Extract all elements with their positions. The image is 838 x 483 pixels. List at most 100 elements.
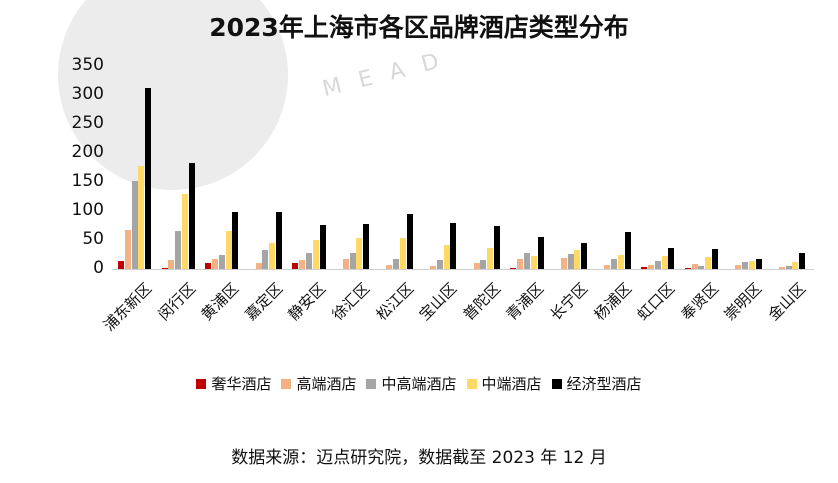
bar [742,262,748,269]
x-tick-label: 浦东新区 [99,279,156,335]
bar [269,242,276,269]
x-tick-label: 徐汇区 [328,279,374,324]
legend-label: 中端酒店 [481,375,542,393]
legend-label: 高端酒店 [296,375,357,393]
watermark-logo [58,0,288,190]
legend-item: 经济型酒店 [551,373,642,394]
bar [624,232,631,269]
bar [262,249,269,269]
bar [748,260,755,269]
x-tick-label: 金山区 [764,279,810,324]
y-tick-label: 200 [71,142,104,162]
x-tick-label: 闵行区 [154,279,199,324]
legend-label: 中高端酒店 [381,375,457,393]
bar [205,262,212,269]
bar [400,238,406,269]
x-tick-label: 奉贤区 [677,279,722,324]
bar [175,230,182,269]
x-tick-label: 松江区 [372,279,417,324]
legend-label: 奢华酒店 [211,375,272,393]
bar [232,211,239,269]
bar [131,180,138,269]
bar [450,222,457,269]
bar [792,262,799,269]
legend-swatch-icon [551,378,562,389]
bar [712,248,718,269]
bar [487,247,494,269]
legend-swatch-icon [466,378,477,389]
bar [212,259,218,269]
bar [668,247,675,269]
x-tick-label: 虹口区 [633,279,679,324]
y-tick-label: 100 [71,200,104,220]
bar [778,266,785,269]
y-tick-label: 350 [71,55,104,75]
legend-swatch-icon [366,378,377,389]
bar [312,240,319,269]
bar [218,255,225,269]
bar [145,88,152,269]
bar [618,255,624,269]
bar [684,268,691,269]
legend: 奢华酒店 高端酒店 中高端酒店 中端酒店 经济型酒店 [0,373,838,394]
y-tick-label: 300 [71,84,104,104]
bar [755,259,762,269]
bar [188,162,195,269]
bar [342,258,349,269]
bar [698,265,705,269]
legend-item: 奢华酒店 [196,373,271,394]
bar [524,253,530,269]
bar [306,253,312,269]
y-tick-label: 250 [71,113,104,133]
x-tick-label: 宝山区 [415,279,461,324]
bar [225,231,232,269]
bar [537,236,544,269]
legend-item: 中高端酒店 [366,373,457,394]
x-tick-label: 普陀区 [459,279,504,324]
x-tick-label: 静安区 [284,279,330,324]
bar [735,264,742,269]
bar [494,226,500,269]
bar [430,265,436,269]
bar [255,263,262,269]
bar [118,261,124,269]
x-axis-line [112,269,814,270]
x-tick-label: 长宁区 [546,279,592,324]
bar [386,264,393,269]
bar [530,256,537,269]
bar [161,267,168,269]
bar [604,264,611,269]
bar [138,165,145,269]
legend-item: 高端酒店 [281,373,356,394]
bar [124,229,131,269]
legend-swatch-icon [196,378,207,389]
y-tick-label: 150 [71,171,104,191]
bar [799,253,806,269]
legend-swatch-icon [281,378,292,389]
bar [567,253,574,269]
legend-item: 中端酒店 [466,373,542,394]
bar [473,263,480,269]
bar [641,266,648,269]
bar [648,264,654,269]
bar [581,242,588,269]
bar [611,259,618,269]
bar [480,260,487,269]
bar [574,249,581,269]
bar [393,258,400,269]
bar [510,268,517,269]
bar [349,252,356,269]
x-tick-label: 杨浦区 [590,279,635,324]
bar [276,211,282,269]
x-tick-label: 崇明区 [720,279,766,324]
x-tick-label: 黄浦区 [197,279,243,324]
y-tick-label: 50 [82,229,104,249]
bar [182,193,188,269]
bar [436,260,443,269]
data-source-note: 数据来源：迈点研究院，数据截至 2023 年 12 月 [231,448,607,468]
bar [292,263,299,269]
bar [406,213,413,269]
bar [661,256,668,269]
bar [299,260,306,269]
